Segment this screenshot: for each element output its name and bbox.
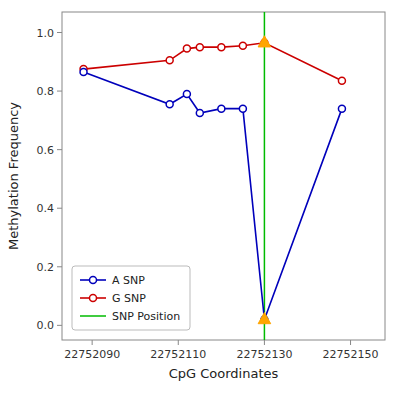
data-point (338, 105, 345, 112)
data-point (218, 44, 225, 51)
y-axis: 0.0 0.2 0.4 0.6 0.8 1.0 (37, 27, 63, 333)
series-line (84, 43, 342, 81)
x-tick-label: 22752130 (236, 348, 292, 361)
plot-frame (62, 12, 385, 340)
legend-label: SNP Position (112, 310, 180, 323)
x-tick-label: 22752090 (64, 348, 120, 361)
y-tick-label: 0.6 (37, 144, 55, 157)
y-tick-label: 0.4 (37, 202, 55, 215)
y-tick (57, 91, 62, 92)
x-tick-label: 22752110 (150, 348, 206, 361)
y-tick-label: 0.2 (37, 261, 55, 274)
data-point (239, 105, 246, 112)
legend: A SNP G SNP SNP Position (72, 266, 190, 330)
data-point (183, 45, 190, 52)
y-tick-label: 0.0 (37, 319, 55, 332)
chart-root: 0.0 0.2 0.4 0.6 0.8 1.0 22752090 22752110 227521… (0, 0, 400, 400)
data-point (196, 110, 203, 117)
snp-marker (258, 313, 271, 324)
data-point (196, 44, 203, 51)
legend-box (72, 266, 190, 330)
x-axis-label: CpG Coordinates (169, 366, 279, 381)
legend-swatch-marker (90, 277, 97, 284)
data-point (166, 101, 173, 108)
x-tick (178, 340, 179, 345)
y-tick (57, 208, 62, 209)
legend-label: G SNP (112, 292, 146, 305)
y-axis-label: Methylation Frequency (6, 102, 21, 250)
x-tick (264, 340, 265, 345)
data-point (239, 42, 246, 49)
snp-position-line (264, 12, 266, 340)
x-tick (92, 340, 93, 345)
legend-swatch-marker (90, 295, 97, 302)
data-point (338, 77, 345, 84)
data-point (80, 69, 87, 76)
data-point (218, 105, 225, 112)
y-tick-label: 1.0 (37, 27, 55, 40)
series (80, 39, 345, 84)
x-axis: 22752090 22752110 22752130 22752150 (64, 340, 378, 361)
y-tick (57, 266, 62, 267)
y-tick (57, 32, 62, 33)
data-point (166, 57, 173, 64)
series (80, 69, 345, 323)
snp-marker (258, 36, 271, 47)
data-point (183, 91, 190, 98)
legend-label: A SNP (112, 274, 145, 287)
x-tick-label: 22752150 (323, 348, 379, 361)
y-tick (57, 325, 62, 326)
y-tick (57, 149, 62, 150)
series-line (84, 72, 342, 319)
legend-swatch (80, 315, 106, 317)
highlights (258, 36, 271, 324)
x-tick (350, 340, 351, 345)
y-tick-label: 0.8 (37, 85, 55, 98)
